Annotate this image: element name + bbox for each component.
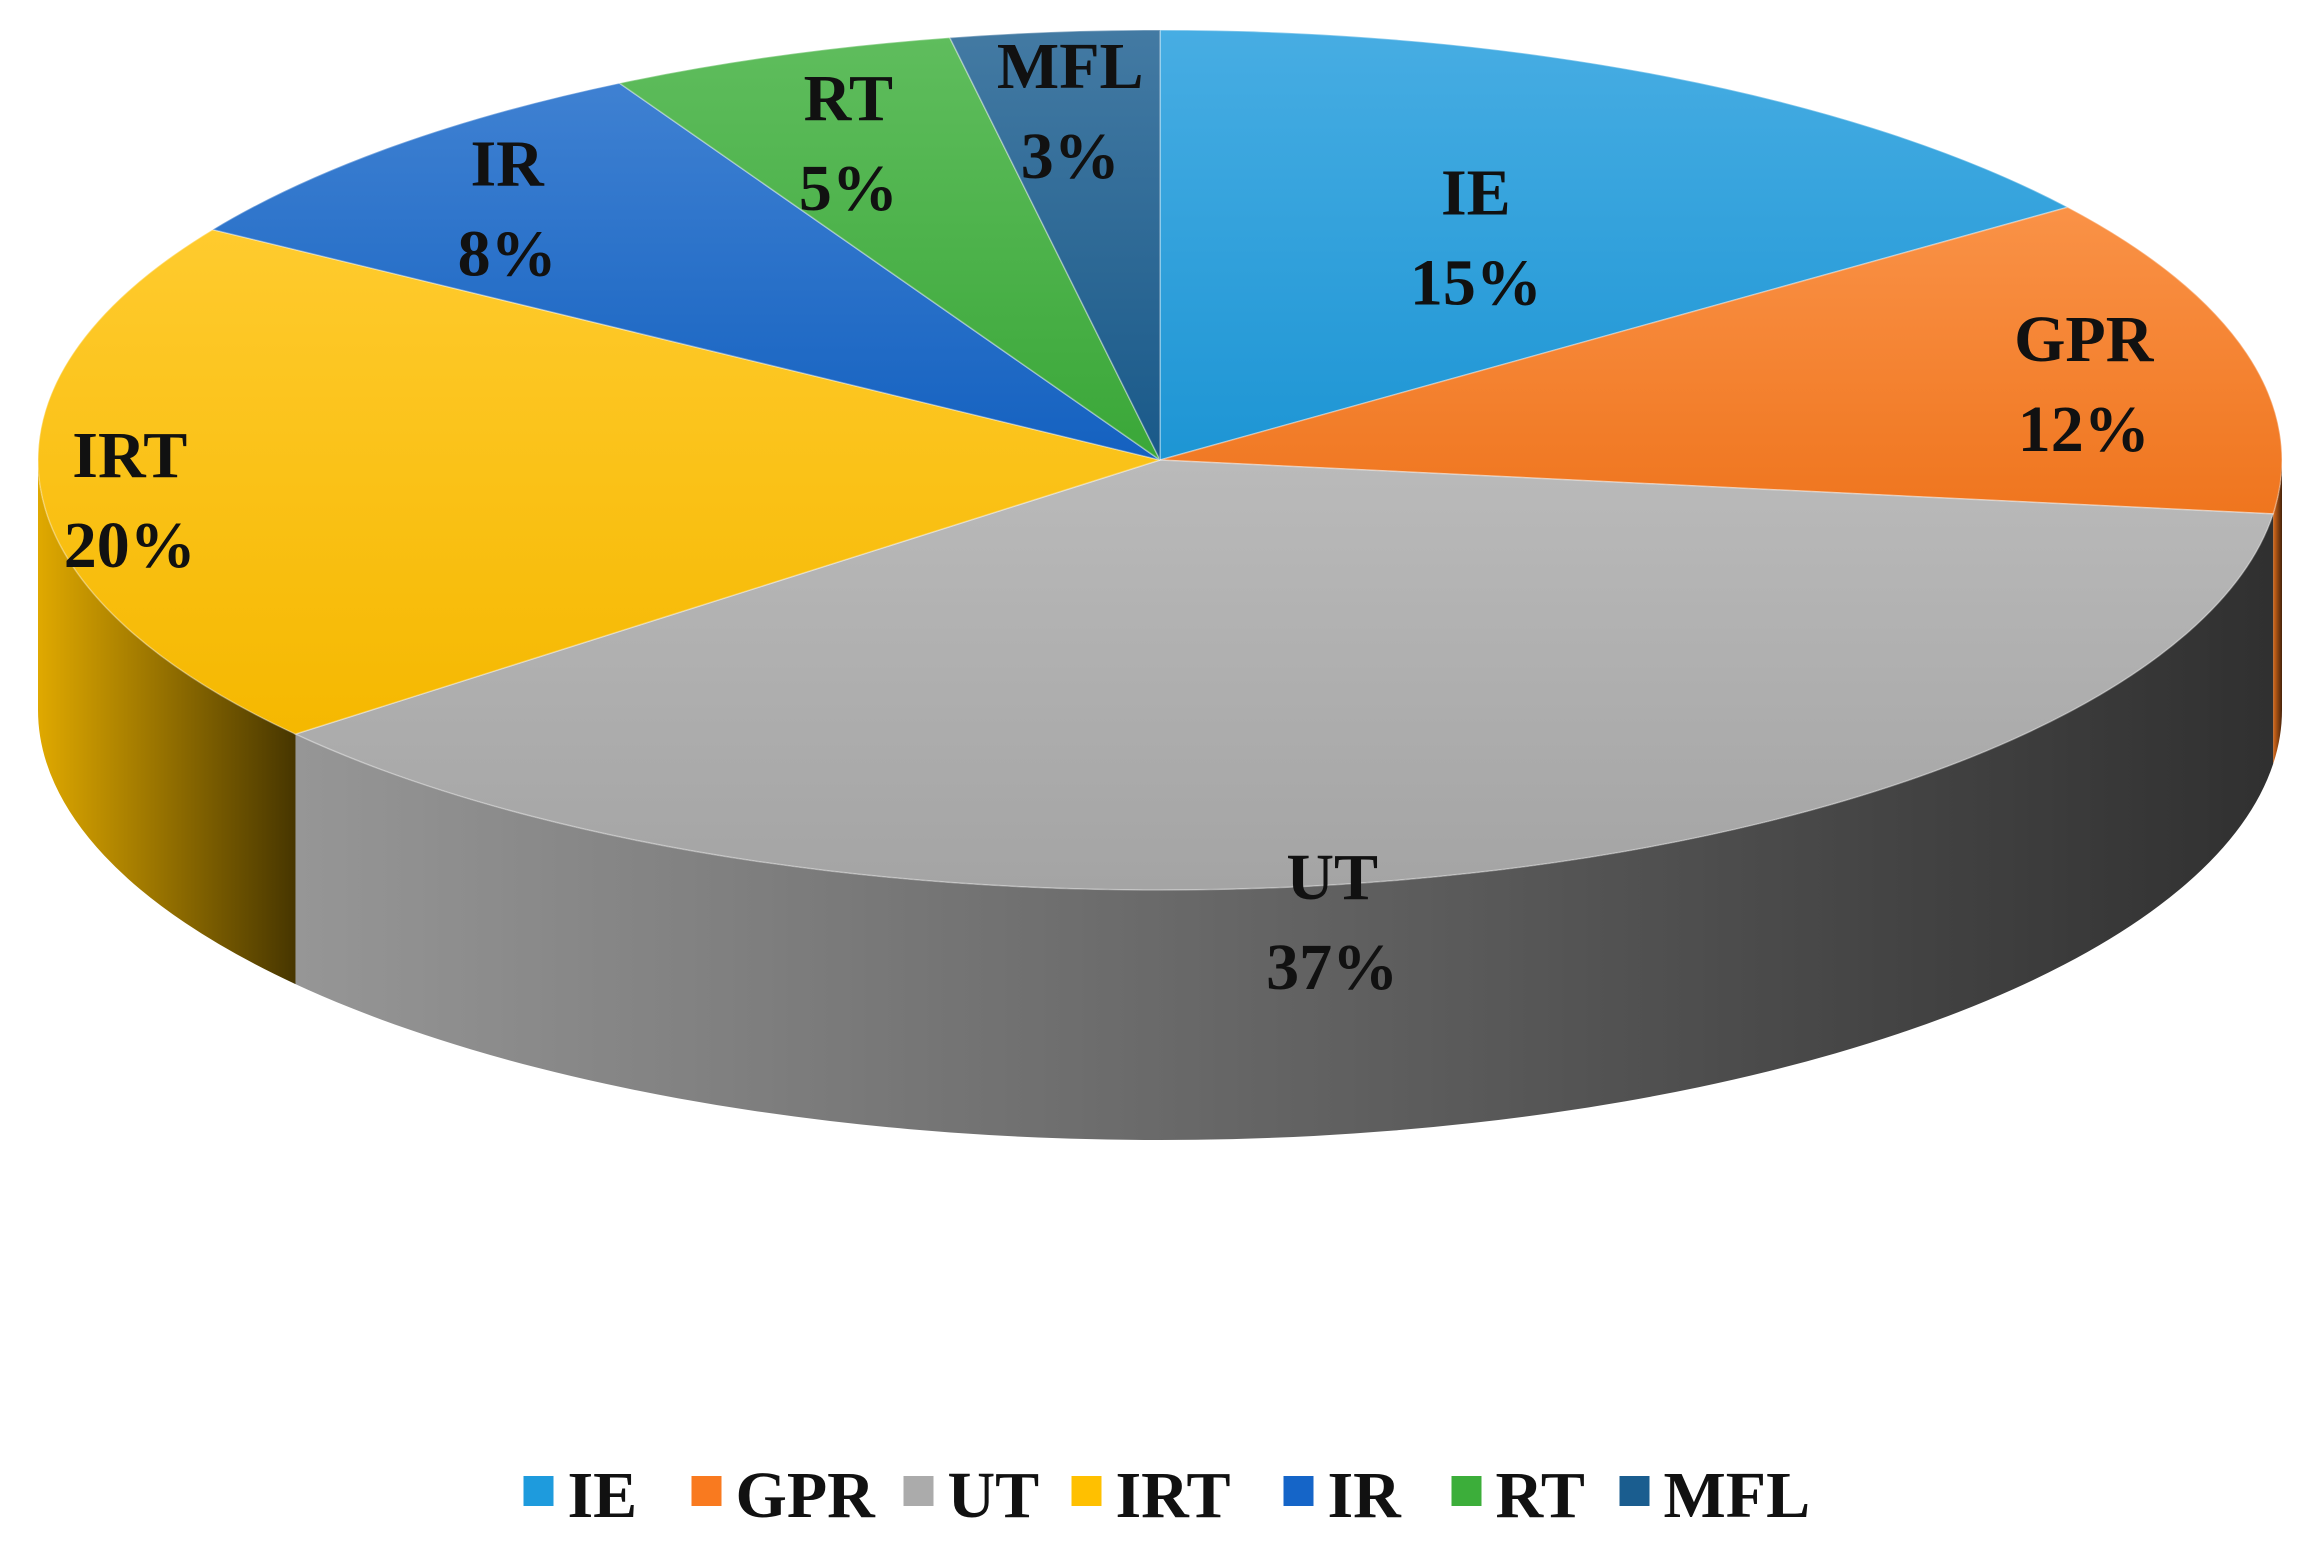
slice-label-rt: RT [804, 62, 893, 135]
legend-label-mfl: MFL [1664, 1459, 1811, 1532]
slice-value-ut: 37% [1266, 931, 1398, 1004]
slice-label-ut: UT [1286, 841, 1378, 914]
slice-gpr [1159, 206, 2283, 515]
legend-swatch-rt [1451, 1476, 1482, 1506]
slice-ut [293, 459, 2275, 891]
legend-item-mfl: MFL [1619, 1459, 1811, 1532]
slice-mfl [948, 29, 1161, 461]
legend-label-ut: UT [948, 1459, 1040, 1532]
slice-value-gpr: 12% [2018, 393, 2150, 466]
legend-item-ie: IE [523, 1459, 638, 1532]
legend-label-rt: RT [1496, 1459, 1585, 1532]
legend-item-rt: RT [1451, 1459, 1585, 1532]
slice-label-ie: IE [1441, 156, 1511, 229]
legend-item-ir: IR [1283, 1459, 1403, 1532]
legend-swatch-ie [523, 1476, 554, 1506]
slice-labels: IE 15% GPR 12% UT 37% IRT 20% IR 8% RT 5% MFL 3% [64, 30, 2155, 1004]
slice-label-ir: IR [470, 128, 545, 201]
legend-swatch-ir [1283, 1476, 1314, 1506]
slice-ir [210, 82, 1161, 461]
slice-value-irt: 20% [64, 509, 196, 582]
slice-side-irt [38, 460, 296, 985]
legend-item-gpr: GPR [691, 1459, 877, 1532]
legend-item-ut: UT [903, 1459, 1040, 1532]
slice-side-ut [295, 513, 2274, 1140]
slice-label-gpr: GPR [2014, 303, 2155, 376]
legend-swatch-irt [1071, 1476, 1102, 1506]
legend-label-ir: IR [1328, 1459, 1403, 1532]
slice-label-irt: IRT [72, 419, 187, 492]
legend-label-gpr: GPR [736, 1459, 877, 1532]
slice-value-ir: 8% [458, 218, 557, 291]
slice-side-gpr [2273, 460, 2282, 764]
legend-label-ie: IE [568, 1459, 638, 1532]
pie-slices [37, 29, 2283, 891]
chart-legend: IE GPR UT IRT IR RT MFL [523, 1459, 1811, 1532]
legend-label-irt: IRT [1116, 1459, 1231, 1532]
legend-swatch-ut [903, 1476, 934, 1506]
slice-value-rt: 5% [799, 152, 898, 225]
slice-label-mfl: MFL [997, 30, 1144, 103]
legend-swatch-mfl [1619, 1476, 1650, 1506]
slice-irt [37, 228, 1163, 735]
legend-swatch-gpr [691, 1476, 722, 1506]
slice-ie [1159, 29, 2070, 461]
slice-value-mfl: 3% [1021, 120, 1120, 193]
slice-value-ie: 15% [1410, 246, 1542, 319]
pie-depth-sides [38, 460, 2282, 1140]
slice-rt [617, 36, 1161, 461]
legend-item-irt: IRT [1071, 1459, 1231, 1532]
